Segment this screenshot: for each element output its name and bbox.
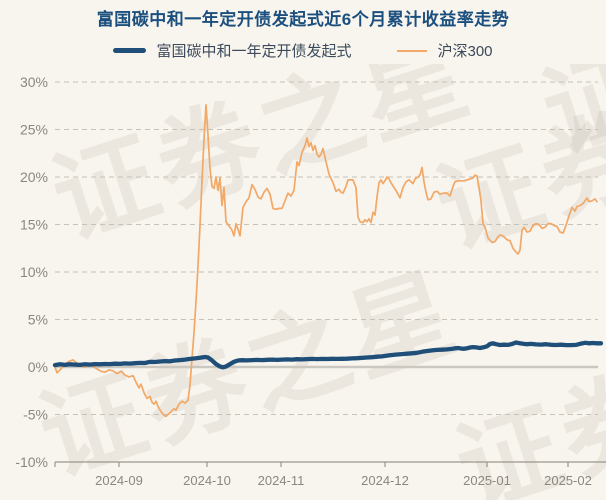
legend-item-fund: 富国碳中和一年定开债发起式: [113, 40, 351, 61]
x-tick-label: 2024-12: [361, 473, 409, 488]
y-tick-label: 5%: [28, 312, 48, 328]
x-tick-label: 2025-02: [544, 473, 592, 488]
y-tick-label: -10%: [15, 454, 48, 470]
series-line-hs300: [54, 103, 598, 418]
y-tick-label: 0%: [28, 359, 48, 375]
hs300-line-swatch-icon: [397, 49, 428, 52]
y-tick-label: 25%: [20, 122, 48, 138]
x-axis: 2024-09 2024-10 2024-11 2024-12 2025-01 2025-…: [54, 461, 606, 488]
legend-label-fund: 富国碳中和一年定开债发起式: [156, 43, 352, 60]
x-tick-label: 2025-01: [463, 473, 511, 488]
chart-svg: 证券之星 证券之星 证券之星 证券之星 证券之星 30%25%20%15%10%…: [15, 64, 606, 500]
watermark-text: 证券之星: [27, 254, 473, 496]
legend-label-hs300: 沪深300: [437, 43, 493, 60]
chart-legend: 富国碳中和一年定开债发起式 沪深300: [0, 40, 606, 61]
series-line-fund: [52, 340, 604, 370]
y-tick-label: -5%: [23, 407, 48, 423]
y-axis-labels: 30% 25% 20% 15% 10% 5% 0% -5% -10%: [15, 74, 48, 470]
y-tick-label: 10%: [20, 264, 48, 280]
series-lines: [52, 103, 604, 418]
y-tick-label: 30%: [20, 74, 48, 90]
fund-line-swatch-icon: [113, 48, 147, 53]
page-title: 富国碳中和一年定开债发起式近6个月累计收益率走势: [96, 10, 510, 29]
x-tick-label: 2024-09: [95, 473, 143, 488]
watermark-text: 证券之星: [40, 64, 486, 259]
y-tick-label: 15%: [20, 217, 48, 233]
legend-item-hs300: 沪深300: [397, 40, 493, 61]
x-tick-label: 2024-10: [183, 473, 231, 488]
y-tick-label: 20%: [20, 169, 48, 185]
gridlines: [55, 81, 598, 416]
x-tick-label: 2024-11: [258, 473, 305, 488]
